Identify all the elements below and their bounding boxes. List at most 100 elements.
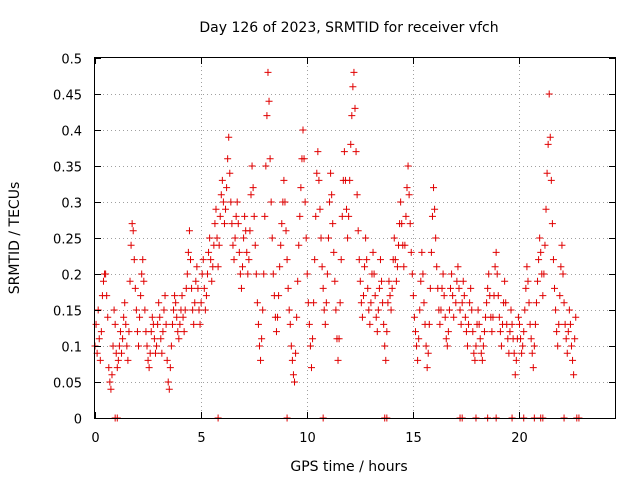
data-point (438, 284, 446, 292)
data-point (178, 292, 186, 300)
data-point (132, 306, 140, 314)
data-point (185, 227, 193, 235)
data-point (189, 306, 197, 314)
data-point (455, 284, 463, 292)
data-point (236, 270, 244, 278)
data-point (447, 284, 455, 292)
data-point (113, 364, 121, 372)
data-point (507, 306, 515, 314)
data-point (155, 299, 163, 307)
data-point (555, 320, 563, 328)
data-point (282, 227, 290, 235)
data-point (372, 313, 380, 321)
data-point (539, 292, 547, 300)
data-point (391, 256, 399, 264)
data-point (249, 184, 257, 192)
data-point (213, 234, 221, 242)
data-point (192, 277, 200, 285)
data-point (95, 335, 103, 343)
data-point (316, 205, 324, 213)
data-point (302, 234, 310, 242)
data-point (321, 320, 329, 328)
data-point (548, 220, 556, 228)
data-point (358, 313, 366, 321)
data-point (553, 328, 561, 336)
data-point (172, 299, 180, 307)
data-point (402, 212, 410, 220)
data-point (205, 248, 213, 256)
data-point (400, 263, 408, 271)
data-point (559, 270, 567, 278)
data-point (528, 349, 536, 357)
x-tick-label: 0 (91, 431, 99, 446)
data-point (348, 112, 356, 120)
data-point (382, 356, 390, 364)
data-point (124, 356, 132, 364)
data-point (109, 342, 117, 350)
data-point (233, 198, 241, 206)
data-point (364, 284, 372, 292)
data-point (291, 378, 299, 386)
data-point (489, 313, 497, 321)
data-point (150, 335, 158, 343)
data-point (515, 320, 523, 328)
data-point (449, 292, 457, 300)
x-tick-label: 15 (405, 431, 422, 446)
data-point (296, 212, 304, 220)
data-point (466, 299, 474, 307)
data-point (143, 342, 151, 350)
data-point (334, 356, 342, 364)
data-point (361, 263, 369, 271)
data-point (362, 234, 370, 242)
data-point (106, 378, 114, 386)
data-point (525, 299, 533, 307)
data-point (477, 349, 485, 357)
data-point (484, 284, 492, 292)
data-point (139, 256, 147, 264)
data-point (251, 241, 259, 249)
data-point (294, 277, 302, 285)
data-point (432, 234, 440, 242)
data-point (162, 320, 170, 328)
data-point (157, 335, 165, 343)
data-point (352, 148, 360, 156)
data-point (551, 284, 559, 292)
data-point (323, 270, 331, 278)
data-point (442, 335, 450, 343)
data-point (288, 356, 296, 364)
data-point (336, 299, 344, 307)
data-points (91, 68, 583, 422)
data-point (405, 191, 413, 199)
data-point (445, 306, 453, 314)
data-point (179, 313, 187, 321)
data-point (448, 270, 456, 278)
data-point (265, 97, 273, 105)
data-point (201, 306, 209, 314)
data-point (416, 306, 424, 314)
data-point (474, 306, 482, 314)
data-point (326, 198, 334, 206)
data-point (301, 198, 309, 206)
data-point (440, 292, 448, 300)
data-point (151, 349, 159, 357)
data-point (502, 299, 510, 307)
data-point (232, 212, 240, 220)
data-point (529, 364, 537, 372)
data-point (403, 184, 411, 192)
data-point (366, 320, 374, 328)
data-point (542, 205, 550, 213)
data-point (346, 176, 354, 184)
data-point (409, 292, 417, 300)
data-point (523, 263, 531, 271)
data-point (261, 212, 269, 220)
data-point (108, 371, 116, 379)
data-point (444, 328, 452, 336)
data-point (521, 306, 529, 314)
data-point (457, 320, 465, 328)
data-point (235, 248, 243, 256)
data-point (408, 270, 416, 278)
data-point (530, 342, 538, 350)
data-point (220, 220, 228, 228)
data-point (269, 270, 277, 278)
data-point (223, 184, 231, 192)
